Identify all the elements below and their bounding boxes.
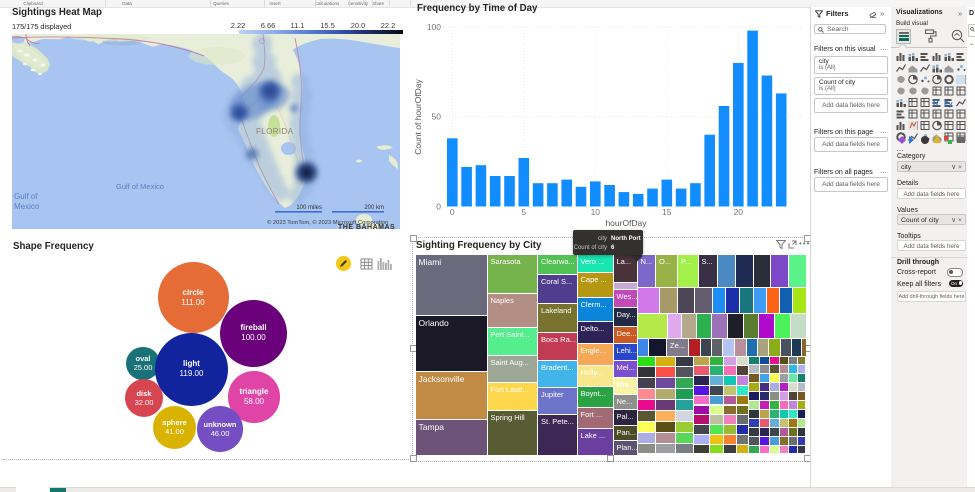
- svg-text:Gulf of: Gulf of: [14, 192, 38, 201]
- svg-text:50: 50: [432, 112, 442, 122]
- svg-text:FLORIDA: FLORIDA: [256, 127, 294, 136]
- svg-text:R: R: [933, 99, 939, 108]
- svg-text:15: 15: [662, 207, 672, 217]
- svg-text:200 km: 200 km: [364, 205, 384, 211]
- svg-text:5: 5: [521, 207, 526, 217]
- svg-text:0: 0: [450, 207, 455, 217]
- svg-text:© 2023 TomTom, © 2023 Microsof: © 2023 TomTom, © 2023 Microsoft Corporat…: [267, 219, 388, 226]
- svg-text:Py: Py: [944, 101, 953, 108]
- svg-text:20: 20: [734, 207, 744, 217]
- svg-text:Gulf of Mexico: Gulf of Mexico: [116, 182, 164, 191]
- svg-text:Mexico: Mexico: [14, 202, 40, 211]
- svg-text:0: 0: [436, 202, 441, 212]
- svg-text:Count of hourOfDay: Count of hourOfDay: [413, 78, 423, 154]
- svg-text:100: 100: [427, 22, 441, 32]
- svg-text:THE BAHAMAS: THE BAHAMAS: [338, 224, 395, 229]
- svg-text:10: 10: [591, 207, 601, 217]
- svg-text:100 miles: 100 miles: [296, 205, 322, 211]
- svg-text:hourOfDay: hourOfDay: [605, 218, 647, 228]
